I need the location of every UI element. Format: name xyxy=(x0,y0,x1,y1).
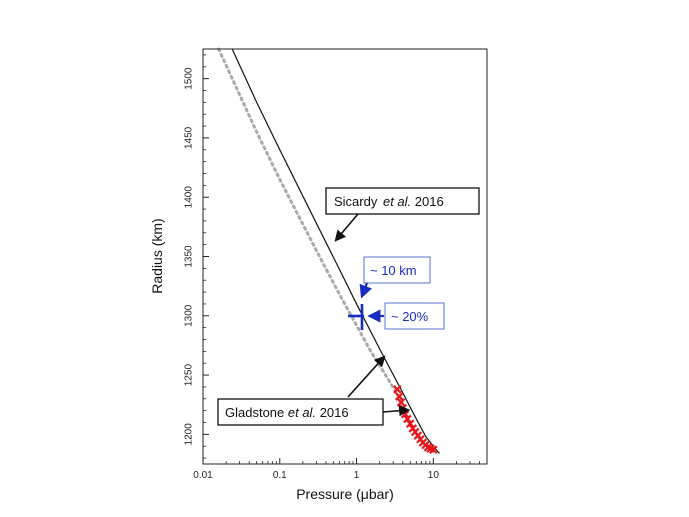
blue-crosshair xyxy=(348,304,364,330)
data-point xyxy=(429,445,438,455)
y-tick-label: 1250 xyxy=(184,364,195,387)
series-line-sicardy xyxy=(231,48,440,454)
axis-ticks: 0.01 0.1 1 10 1200 1250 1300 1350 1400 1450 1500 xyxy=(184,54,488,481)
x-tick-label: 0.01 xyxy=(193,470,213,481)
y-tick-label: 1300 xyxy=(184,304,195,327)
annotation-gladstone: Gladstone et al. 2016 xyxy=(217,355,411,426)
y-tick-label: 1200 xyxy=(184,423,195,446)
annotation-sicardy-label: Sicardy et al. 2016 xyxy=(334,194,444,209)
x-tick-label: 10 xyxy=(428,470,440,481)
data-point xyxy=(396,398,406,407)
data-point xyxy=(394,392,404,401)
x-tick-label: 0.1 xyxy=(273,470,287,481)
annotation-10km-arrow xyxy=(359,282,372,299)
data-series xyxy=(217,47,440,455)
y-tick-label: 1350 xyxy=(184,245,195,268)
data-point xyxy=(393,385,402,394)
annotation-gladstone-label: Gladstone et al. 2016 xyxy=(225,405,349,420)
annotation-gladstone-arrow-upper xyxy=(347,355,386,398)
y-tick-label: 1400 xyxy=(184,186,195,209)
annotation-10km-label: ~ 10 km xyxy=(370,263,417,278)
annotation-sicardy: Sicardy et al. 2016 xyxy=(325,187,480,242)
y-tick-label: 1450 xyxy=(184,126,195,149)
data-point xyxy=(405,419,415,428)
annotation-10km: ~ 10 km xyxy=(359,256,431,299)
y-axis-title: Radius (km) xyxy=(149,218,165,293)
x-tick-label: 1 xyxy=(354,470,360,481)
x-axis-title: Pressure (μbar) xyxy=(296,486,394,502)
annotation-gladstone-arrow-lower xyxy=(382,405,411,417)
annotation-20pct-box xyxy=(384,302,445,330)
y-tick-label: 1500 xyxy=(184,67,195,90)
series-line-gladstone xyxy=(217,47,405,406)
data-point xyxy=(403,414,412,424)
annotation-sicardy-arrow xyxy=(334,213,359,242)
annotation-20pct-label: ~ 20% xyxy=(391,309,429,324)
plot-frame xyxy=(202,48,488,465)
annotation-20pct: ~ 20% xyxy=(367,302,445,330)
annotation-sicardy-box xyxy=(325,187,480,215)
annotation-10km-box xyxy=(363,256,431,284)
